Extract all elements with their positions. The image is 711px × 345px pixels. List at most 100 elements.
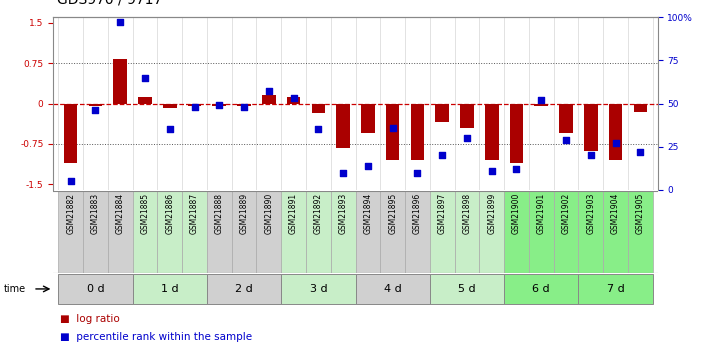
Bar	[356, 274, 430, 304]
Text: GSM21891: GSM21891	[289, 193, 298, 234]
Bar	[554, 191, 579, 273]
Bar	[386, 104, 400, 160]
Bar	[113, 59, 127, 104]
Bar	[603, 191, 628, 273]
Text: 1 d: 1 d	[161, 284, 178, 294]
Text: GSM21890: GSM21890	[264, 193, 273, 234]
Bar	[287, 97, 300, 104]
Text: GSM21883: GSM21883	[91, 193, 100, 234]
Bar	[579, 191, 603, 273]
Bar	[584, 104, 598, 151]
Bar	[281, 191, 306, 273]
Bar	[138, 97, 151, 104]
Bar	[628, 191, 653, 273]
Bar	[609, 104, 622, 160]
Point	[288, 96, 299, 101]
Bar	[232, 191, 257, 273]
Bar	[207, 191, 232, 273]
Bar	[435, 104, 449, 122]
Text: 0 d: 0 d	[87, 284, 105, 294]
Point	[387, 125, 398, 130]
Point	[560, 137, 572, 142]
Point	[338, 170, 349, 175]
Point	[535, 97, 547, 103]
Text: GSM21896: GSM21896	[413, 193, 422, 234]
Bar	[504, 191, 529, 273]
Bar	[58, 274, 132, 304]
Bar	[108, 191, 132, 273]
Bar	[380, 191, 405, 273]
Bar	[430, 274, 504, 304]
Bar	[83, 191, 108, 273]
Text: GSM21905: GSM21905	[636, 193, 645, 235]
Text: 6 d: 6 d	[533, 284, 550, 294]
Text: 3 d: 3 d	[309, 284, 327, 294]
Text: 4 d: 4 d	[384, 284, 402, 294]
Bar	[182, 191, 207, 273]
Bar	[132, 191, 157, 273]
Bar	[454, 191, 479, 273]
Text: GDS970 / 9717: GDS970 / 9717	[57, 0, 162, 7]
Point	[139, 75, 151, 80]
Bar	[58, 191, 83, 273]
Text: GSM21887: GSM21887	[190, 193, 199, 234]
Bar	[163, 104, 176, 108]
Bar	[361, 104, 375, 133]
Text: GSM21901: GSM21901	[537, 193, 546, 234]
Text: GSM21889: GSM21889	[240, 193, 249, 234]
Text: GSM21885: GSM21885	[141, 193, 149, 234]
Point	[585, 152, 597, 158]
Point	[610, 140, 621, 146]
Bar	[336, 104, 350, 148]
Text: GSM21903: GSM21903	[587, 193, 595, 235]
Text: 2 d: 2 d	[235, 284, 253, 294]
Point	[213, 102, 225, 108]
Text: GSM21888: GSM21888	[215, 193, 224, 234]
Bar	[132, 274, 207, 304]
Bar	[89, 104, 102, 106]
Point	[635, 149, 646, 155]
Bar	[535, 104, 548, 106]
Bar	[504, 274, 579, 304]
Point	[362, 163, 373, 168]
Bar	[207, 274, 281, 304]
Text: GSM21892: GSM21892	[314, 193, 323, 234]
Point	[437, 152, 448, 158]
Text: GSM21897: GSM21897	[438, 193, 447, 234]
Point	[486, 168, 498, 174]
Bar	[510, 104, 523, 163]
Bar	[64, 104, 77, 163]
Bar	[579, 274, 653, 304]
Bar	[188, 104, 201, 106]
Point	[238, 104, 250, 110]
Bar	[306, 191, 331, 273]
Bar	[529, 191, 554, 273]
Point	[189, 104, 201, 110]
Text: GSM21899: GSM21899	[487, 193, 496, 234]
Text: GSM21886: GSM21886	[165, 193, 174, 234]
Text: GSM21884: GSM21884	[116, 193, 124, 234]
Bar	[311, 104, 325, 113]
Bar	[157, 191, 182, 273]
Bar	[356, 191, 380, 273]
Bar	[257, 191, 281, 273]
Bar	[213, 104, 226, 106]
Bar	[634, 104, 647, 111]
Text: GSM21900: GSM21900	[512, 193, 521, 235]
Point	[510, 166, 522, 172]
Bar	[479, 191, 504, 273]
Text: time: time	[4, 284, 26, 294]
Text: ■  log ratio: ■ log ratio	[60, 314, 120, 324]
Bar	[485, 104, 498, 160]
Point	[90, 108, 101, 113]
Bar	[560, 104, 573, 133]
Text: GSM21893: GSM21893	[338, 193, 348, 234]
Point	[164, 127, 176, 132]
Text: 5 d: 5 d	[458, 284, 476, 294]
Text: GSM21898: GSM21898	[462, 193, 471, 234]
Bar	[405, 191, 430, 273]
Point	[313, 127, 324, 132]
Text: 7 d: 7 d	[606, 284, 624, 294]
Text: GSM21904: GSM21904	[611, 193, 620, 235]
Text: GSM21882: GSM21882	[66, 193, 75, 234]
